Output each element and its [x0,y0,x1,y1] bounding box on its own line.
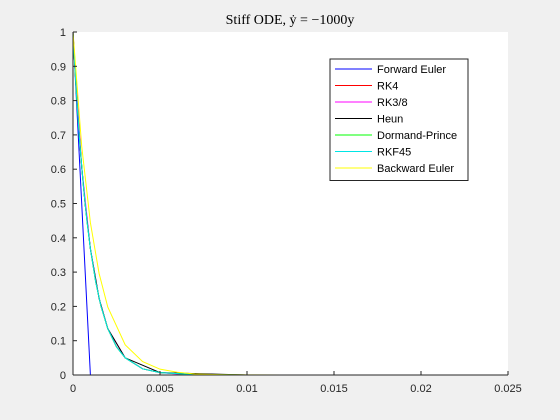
y-tick-label: 0.2 [51,301,66,313]
y-tick-label: 0.8 [51,96,66,108]
series-line-rkf45 [72,31,421,376]
legend-label: RK3/8 [377,97,408,109]
legend-label: Forward Euler [377,64,446,76]
y-tick-label: 0.4 [51,233,66,245]
legend: Forward Euler RK4 RK3/8 Heun Dormand-Prince R… [329,58,469,181]
x-tick-label: 0.02 [410,383,431,395]
y-tick-label: 0.6 [51,164,66,176]
legend-label: Backward Euler [377,163,454,175]
y-tick-label: 0.1 [51,336,66,348]
legend-box [329,58,469,181]
x-tick-label: 0.025 [494,383,522,395]
x-tick-label: 0.015 [320,383,348,395]
y-tick-label: 1 [60,27,66,39]
y-tick-label: 0 [60,370,66,382]
legend-label: Dormand-Prince [377,130,457,142]
x-tick-label: 0.005 [146,383,174,395]
x-tick-label: 0 [70,383,76,395]
legend-label: RK4 [377,81,398,93]
y-tick-label: 0.9 [51,61,66,73]
y-tick-label: 0.3 [51,267,66,279]
legend-label: RKF45 [377,147,411,159]
y-tick-label: 0.7 [51,130,66,142]
x-tick-label: 0.01 [236,383,257,395]
legend-label: Heun [377,114,403,126]
y-tick-label: 0.5 [51,199,66,211]
chart-title: Stiff ODE, ẏ = −1000y [226,13,355,28]
axes-layer: 0 0.005 0.01 0.015 0.02 0.025 0 0.1 0.2 0.3 0.4 0.5… [51,27,522,395]
